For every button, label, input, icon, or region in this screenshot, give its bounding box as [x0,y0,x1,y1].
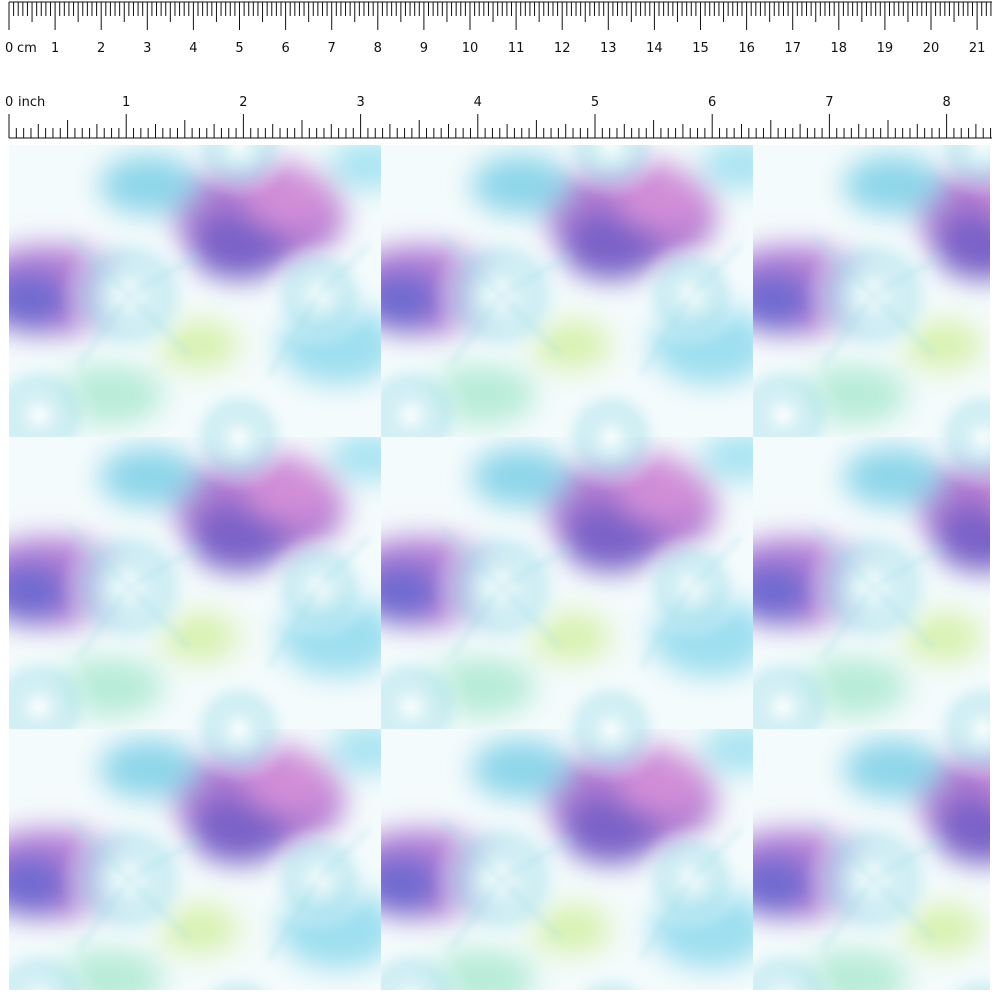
cm-label: 12 [554,41,571,56]
cm-label: 9 [420,41,428,56]
cm-label: 19 [877,41,894,56]
cm-label: 0 [5,41,13,56]
cm-label: 21 [969,41,986,56]
cm-unit: cm [17,41,37,56]
inch-label: 3 [356,95,364,110]
inch-unit: inch [18,95,45,110]
cm-label: 6 [281,41,289,56]
cm-label: 8 [374,41,382,56]
cm-label: 15 [692,41,709,56]
cm-label: 10 [462,41,479,56]
cm-label: 7 [328,41,336,56]
inch-label: 4 [474,95,482,110]
inch-label: 1 [122,95,130,110]
fabric-print [9,145,990,990]
cm-label: 11 [508,41,525,56]
cm-label: 1 [51,41,59,56]
cm-label: 18 [831,41,848,56]
cm-label: 13 [600,41,617,56]
cm-label: 14 [646,41,663,56]
cm-label: 17 [784,41,801,56]
cm-label: 2 [97,41,105,56]
cm-label: 16 [738,41,755,56]
inch-label: 0 [5,95,13,110]
inch-label: 6 [708,95,716,110]
cm-label: 20 [923,41,940,56]
cm-label: 3 [143,41,151,56]
inch-label: 2 [239,95,247,110]
inch-label: 7 [825,95,833,110]
rulers: 0 cm 1 2 3 4 5 6 7 8 9 10 11 12 13 14 15 16 17 18 19 20 210 inc… [5,1,992,139]
cm-label: 5 [235,41,243,56]
cm-label: 4 [189,41,197,56]
inch-label: 5 [591,95,599,110]
inch-label: 8 [942,95,950,110]
